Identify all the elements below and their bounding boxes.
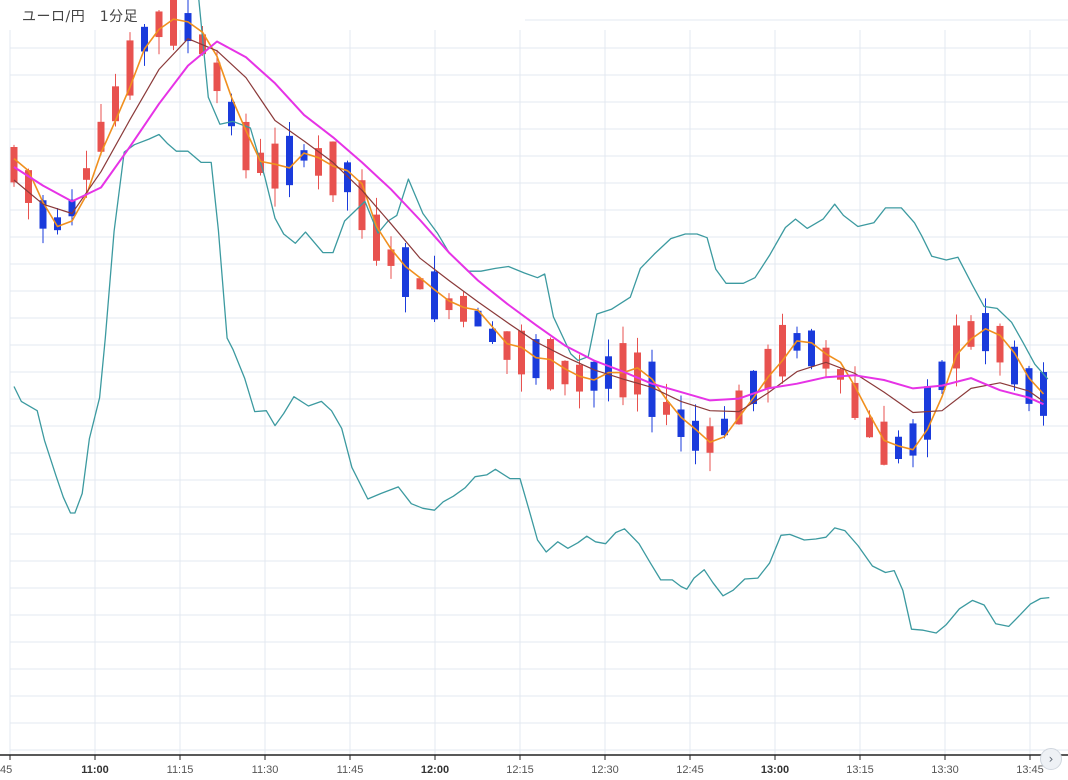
candle-body: [503, 331, 511, 360]
candle-body: [909, 423, 917, 456]
candle-body: [895, 436, 902, 460]
candle-body: [750, 370, 757, 405]
candle-body: [851, 382, 859, 418]
candle-body: [721, 418, 728, 436]
candle-body: [271, 143, 279, 189]
candle-body: [213, 62, 221, 92]
candle-body: [532, 339, 540, 379]
indicator-lines: [13, 0, 1050, 634]
candle-body: [431, 271, 438, 320]
candle-body: [97, 121, 105, 152]
candle-body: [692, 420, 699, 451]
x-tick-label: 12:15: [506, 764, 534, 776]
candle-body: [518, 330, 525, 375]
candle-body: [489, 328, 496, 343]
candle-body: [924, 386, 931, 440]
lower-band-line: [13, 133, 1050, 634]
candle-body: [1011, 346, 1018, 385]
x-tick-label: 13:45: [1016, 764, 1044, 776]
x-tick-label: 11:00: [81, 764, 109, 776]
candle-body: [953, 325, 960, 369]
candle-body: [764, 348, 772, 389]
candle-body: [590, 361, 598, 391]
candle-body: [706, 426, 714, 453]
candle-body: [1040, 372, 1047, 416]
candle-body: [344, 162, 351, 193]
candle-body: [866, 417, 873, 438]
sma-mid-line: [13, 38, 1044, 414]
candle-body: [228, 101, 235, 127]
candle-body: [54, 217, 61, 231]
sma-long-line: [13, 40, 1044, 406]
candle-body: [358, 180, 366, 231]
chart-title: ユーロ/円 1分足: [22, 9, 139, 25]
candle-body: [373, 214, 380, 261]
candle-body: [837, 369, 844, 380]
x-axis: 45 11:00 11:15 11:30 11:45 12:00 12:15 12:30 12:…: [0, 754, 1068, 776]
candle-body: [68, 199, 76, 217]
candle-body: [822, 347, 830, 369]
candle-body: [460, 295, 467, 322]
candle-body: [648, 361, 656, 417]
candle-body: [402, 247, 409, 297]
candle-body: [184, 13, 192, 42]
candle-body: [808, 330, 815, 367]
candle-body: [25, 170, 32, 203]
x-tick-label: 12:00: [421, 764, 449, 776]
candle-body: [474, 310, 482, 327]
candle-body: [996, 325, 1004, 363]
x-tick-label: 11:15: [167, 764, 194, 776]
candle-body: [39, 200, 47, 229]
candle-body: [286, 135, 293, 186]
candle-body: [967, 321, 975, 347]
candle-body: [619, 343, 627, 398]
candle-body: [329, 141, 337, 196]
x-tick-label: 12:30: [591, 764, 619, 776]
candle-body: [779, 324, 786, 377]
candle-body: [677, 409, 685, 437]
upper-band-line: [198, 0, 1049, 380]
sma-short-line: [13, 18, 1045, 451]
candle-body: [445, 298, 453, 311]
x-tick-label: 12:45: [676, 764, 704, 776]
candle-body: [576, 364, 583, 392]
x-tick-label: 45: [0, 764, 12, 776]
candle-body: [387, 249, 395, 266]
x-tick-label: 13:30: [931, 764, 959, 776]
candle-body: [561, 360, 569, 385]
candle-body: [315, 148, 322, 176]
candle-body: [126, 40, 134, 96]
candle-body: [141, 26, 148, 52]
x-tick-label: 11:45: [337, 764, 364, 776]
x-tick-label: 13:00: [761, 764, 789, 776]
candle-body: [155, 11, 163, 38]
candles: [10, 0, 1047, 472]
candle-body: [83, 168, 90, 180]
candle-body: [634, 352, 641, 395]
scroll-right-icon[interactable]: ›: [1040, 748, 1062, 770]
candle-body: [735, 390, 743, 425]
x-tick-label: 11:30: [252, 764, 279, 776]
candle-body: [242, 121, 250, 171]
candle-body: [1025, 368, 1033, 404]
candle-body: [663, 401, 670, 415]
candle-body: [547, 339, 554, 390]
candle-body: [112, 86, 119, 122]
candle-body: [10, 147, 18, 183]
x-tick-label: 13:15: [846, 764, 874, 776]
candle-body: [416, 278, 424, 290]
candle-body: [300, 150, 308, 161]
candle-body: [982, 313, 989, 352]
candle-body: [170, 0, 177, 46]
grid: [9, 19, 1068, 755]
candle-body: [938, 361, 946, 391]
candle-body: [880, 421, 888, 465]
